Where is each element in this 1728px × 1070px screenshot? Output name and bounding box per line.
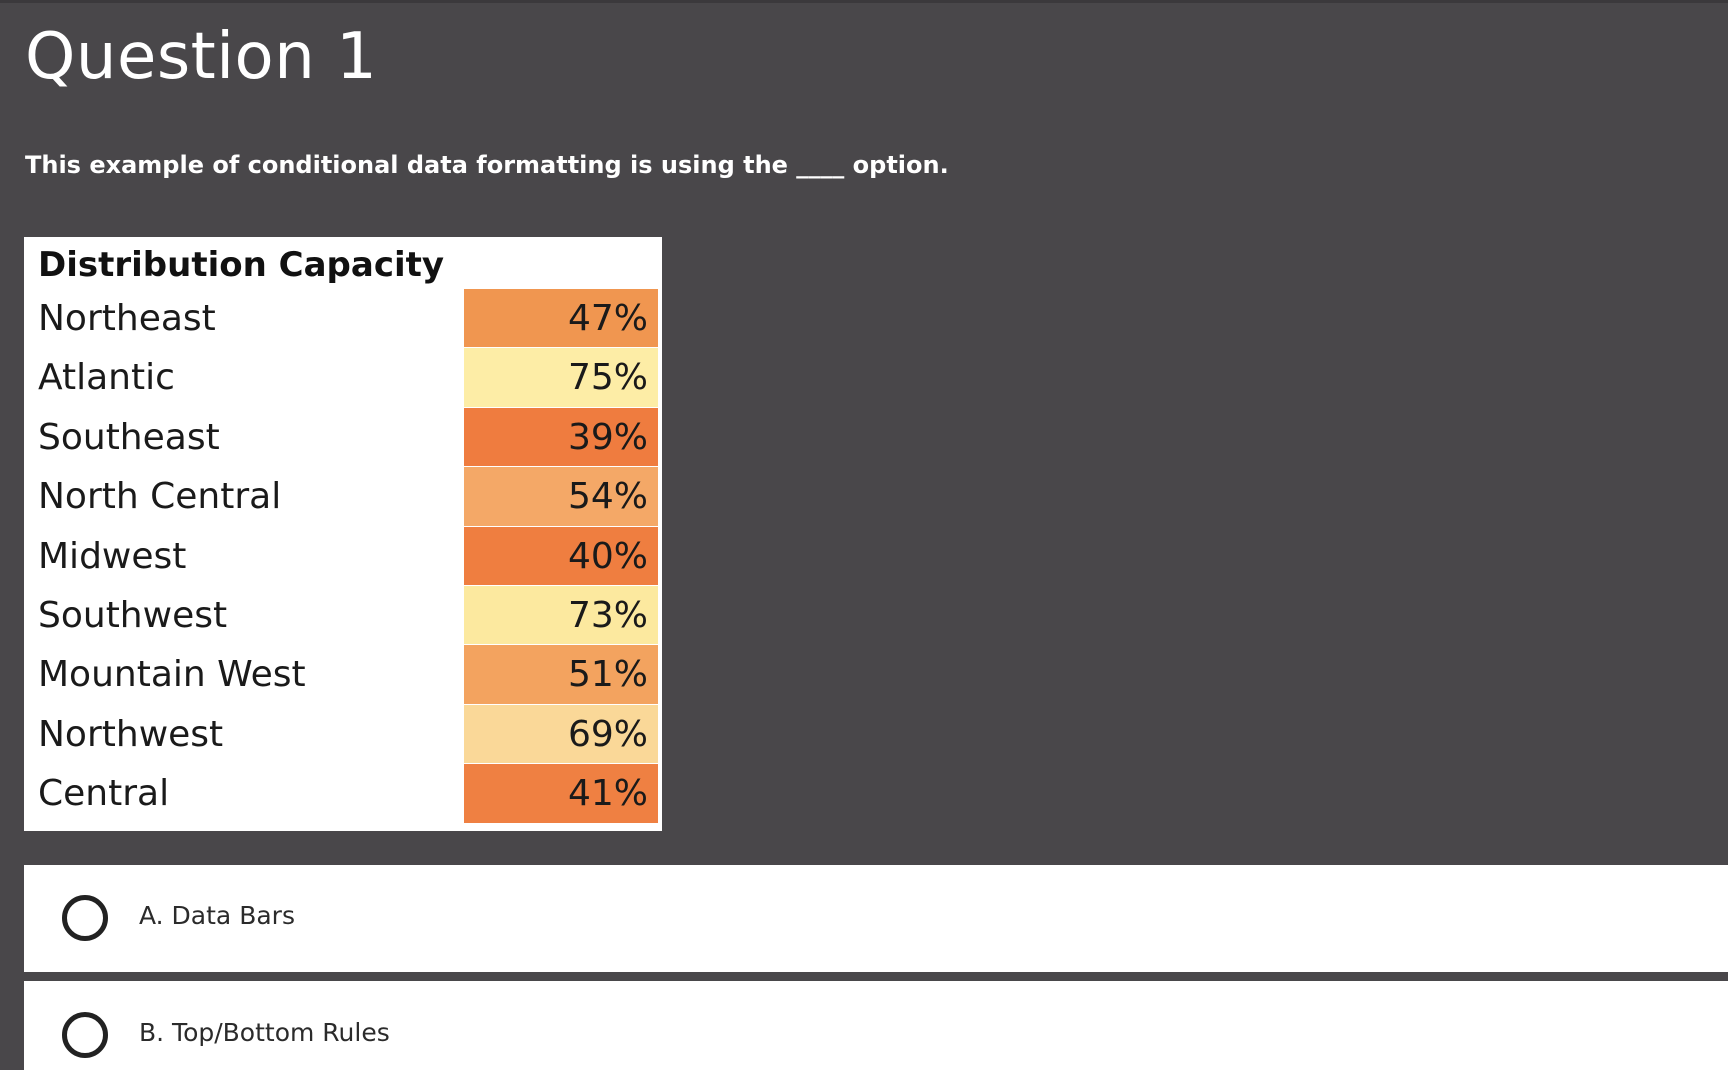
table-rows: Northeast 47% Atlantic 75% Southeast 39%… [24,289,662,824]
region-label: Southwest [38,594,228,636]
table-header: Distribution Capacity [38,245,445,285]
region-label: North Central [38,476,282,518]
table-row: Northwest 69% [24,704,662,765]
table-row: Midwest 40% [24,526,662,586]
value-cell: 54% [464,467,658,527]
value-cell: 47% [464,289,658,349]
region-label: Mountain West [38,654,306,696]
value-text: 73% [567,594,648,636]
value-text: 41% [567,773,648,815]
table-row: Southwest 73% [24,585,662,646]
region-label: Northeast [38,298,216,339]
value-text: 40% [567,535,648,577]
question-text: This example of conditional data formatt… [25,151,949,179]
value-cell: 41% [464,764,658,824]
answer-option-b[interactable]: B. Top/Bottom Rules [24,981,1728,1070]
table-row: Northeast 47% [24,289,662,349]
value-text: 75% [567,357,648,399]
table-row: Atlantic 75% [24,348,662,408]
answer-option-label: B. Top/Bottom Rules [139,1018,390,1047]
radio-button-icon[interactable] [62,1012,108,1058]
value-text: 39% [567,416,648,458]
value-text: 54% [567,476,648,518]
value-text: 51% [567,654,648,696]
table-row: North Central 54% [24,467,662,527]
value-cell: 75% [464,348,658,408]
region-label: Northwest [38,713,224,755]
value-cell: 51% [464,645,658,705]
value-text: 47% [567,298,648,339]
table-row: Central 41% [24,764,662,824]
value-cell: 40% [464,526,658,586]
table-row: Southeast 39% [24,407,662,468]
region-label: Southeast [38,416,220,458]
value-cell: 39% [464,407,658,468]
distribution-capacity-table: Distribution Capacity Northeast 47% Atla… [24,237,662,831]
value-cell: 73% [464,585,658,646]
question-title: Question 1 [25,20,378,94]
value-cell: 69% [464,704,658,765]
answer-option-label: A. Data Bars [139,901,295,930]
top-border [0,0,1728,3]
table-row: Mountain West 51% [24,645,662,705]
region-label: Midwest [38,535,187,577]
region-label: Central [38,773,170,815]
answer-option-a[interactable]: A. Data Bars [24,865,1728,972]
value-text: 69% [567,713,648,755]
radio-button-icon[interactable] [62,895,108,941]
region-label: Atlantic [38,357,175,399]
